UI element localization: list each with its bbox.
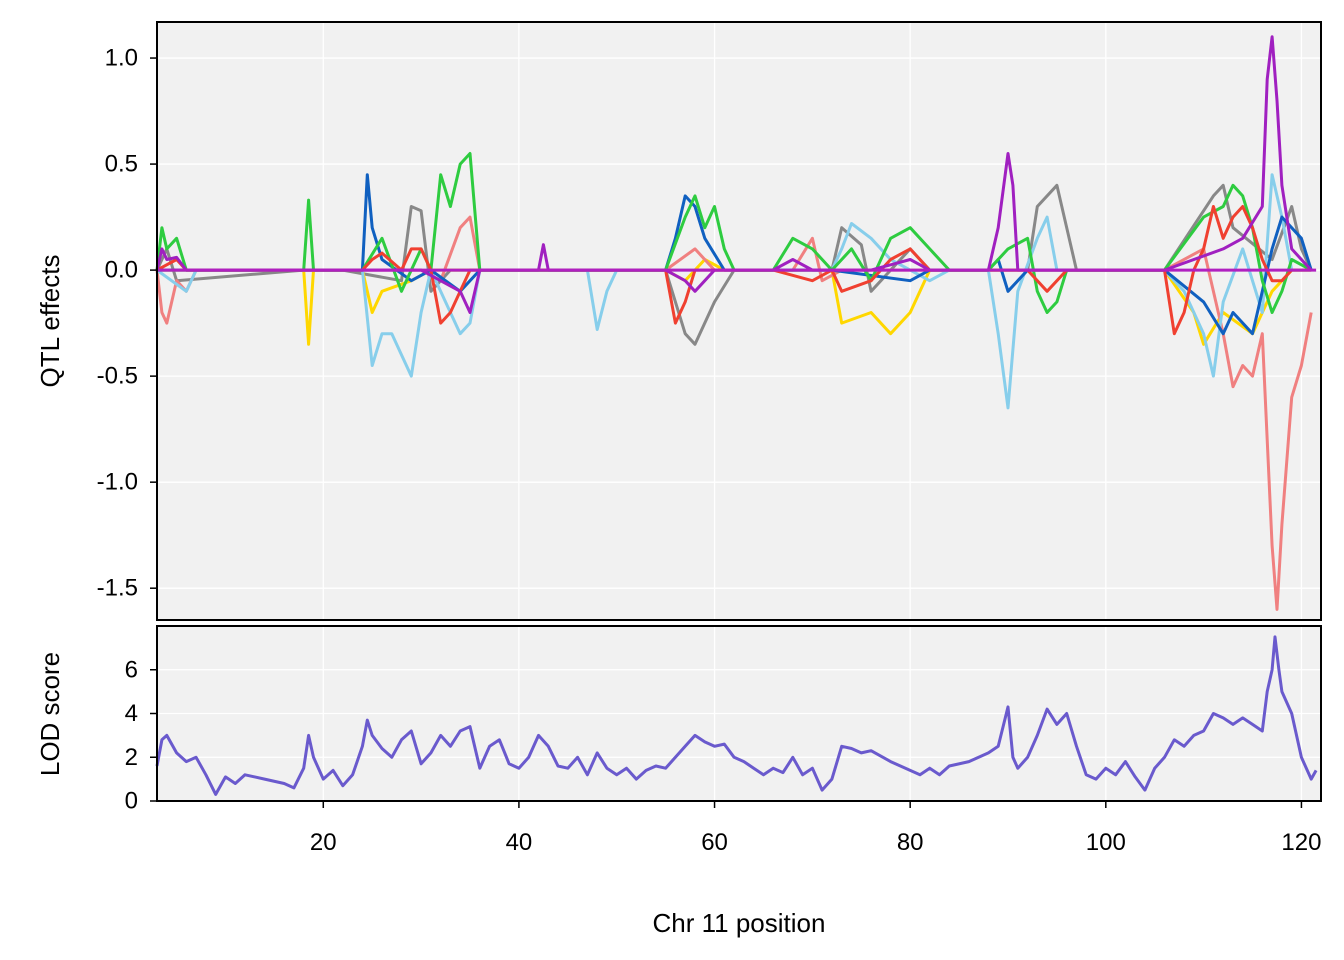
effects-panel-background xyxy=(157,22,1321,620)
effects-y-tick-label: 1.0 xyxy=(105,45,138,72)
effects-series-lightblue xyxy=(156,173,1312,410)
effects-y-tick-label: -0.5 xyxy=(97,363,138,390)
effects-series-gray xyxy=(155,183,1313,346)
x-axis-label: Chr 11 position xyxy=(653,908,826,938)
lod-series-LOD xyxy=(155,635,1318,796)
x-tick-label: 100 xyxy=(1086,829,1126,856)
lod-y-axis-label: LOD score xyxy=(35,652,65,776)
effects-panel-frame xyxy=(156,21,1322,621)
x-tick-label: 60 xyxy=(701,829,728,856)
effects-series xyxy=(155,35,1317,611)
effects-y-tick-label: -1.5 xyxy=(97,575,138,602)
effects-y-tick-labels: -1.5 -1.0 -0.5 0.0 0.5 1.0 xyxy=(97,45,157,602)
x-tick-label: 40 xyxy=(506,829,533,856)
effects-y-tick-label: -1.0 xyxy=(97,469,138,496)
effects-panel: -1.5 -1.0 -0.5 0.0 0.5 1.0 QTL effects xyxy=(35,21,1322,621)
effects-y-tick-label: 0.5 xyxy=(105,151,138,178)
x-tick-label: 120 xyxy=(1281,829,1321,856)
lod-y-tick-label: 4 xyxy=(125,700,138,727)
x-tick-labels: 20 40 60 80 100 120 xyxy=(310,801,1321,856)
lod-y-tick-label: 0 xyxy=(125,788,138,815)
x-tick-label: 80 xyxy=(897,829,924,856)
lod-y-tick-label: 2 xyxy=(125,744,138,771)
lod-series xyxy=(155,635,1318,796)
x-tick-label: 20 xyxy=(310,829,337,856)
effects-series-green xyxy=(155,152,1312,314)
lod-panel: 0 2 4 6 20 40 60 80 100 120 LOD score Chr 11 pos… xyxy=(35,625,1322,938)
effects-y-axis-label: QTL effects xyxy=(35,255,65,388)
effects-series-red xyxy=(156,205,1312,336)
lod-y-tick-labels: 0 2 4 6 xyxy=(125,656,157,815)
lod-y-tick-label: 6 xyxy=(125,656,138,683)
effects-y-tick-label: 0.0 xyxy=(105,257,138,284)
